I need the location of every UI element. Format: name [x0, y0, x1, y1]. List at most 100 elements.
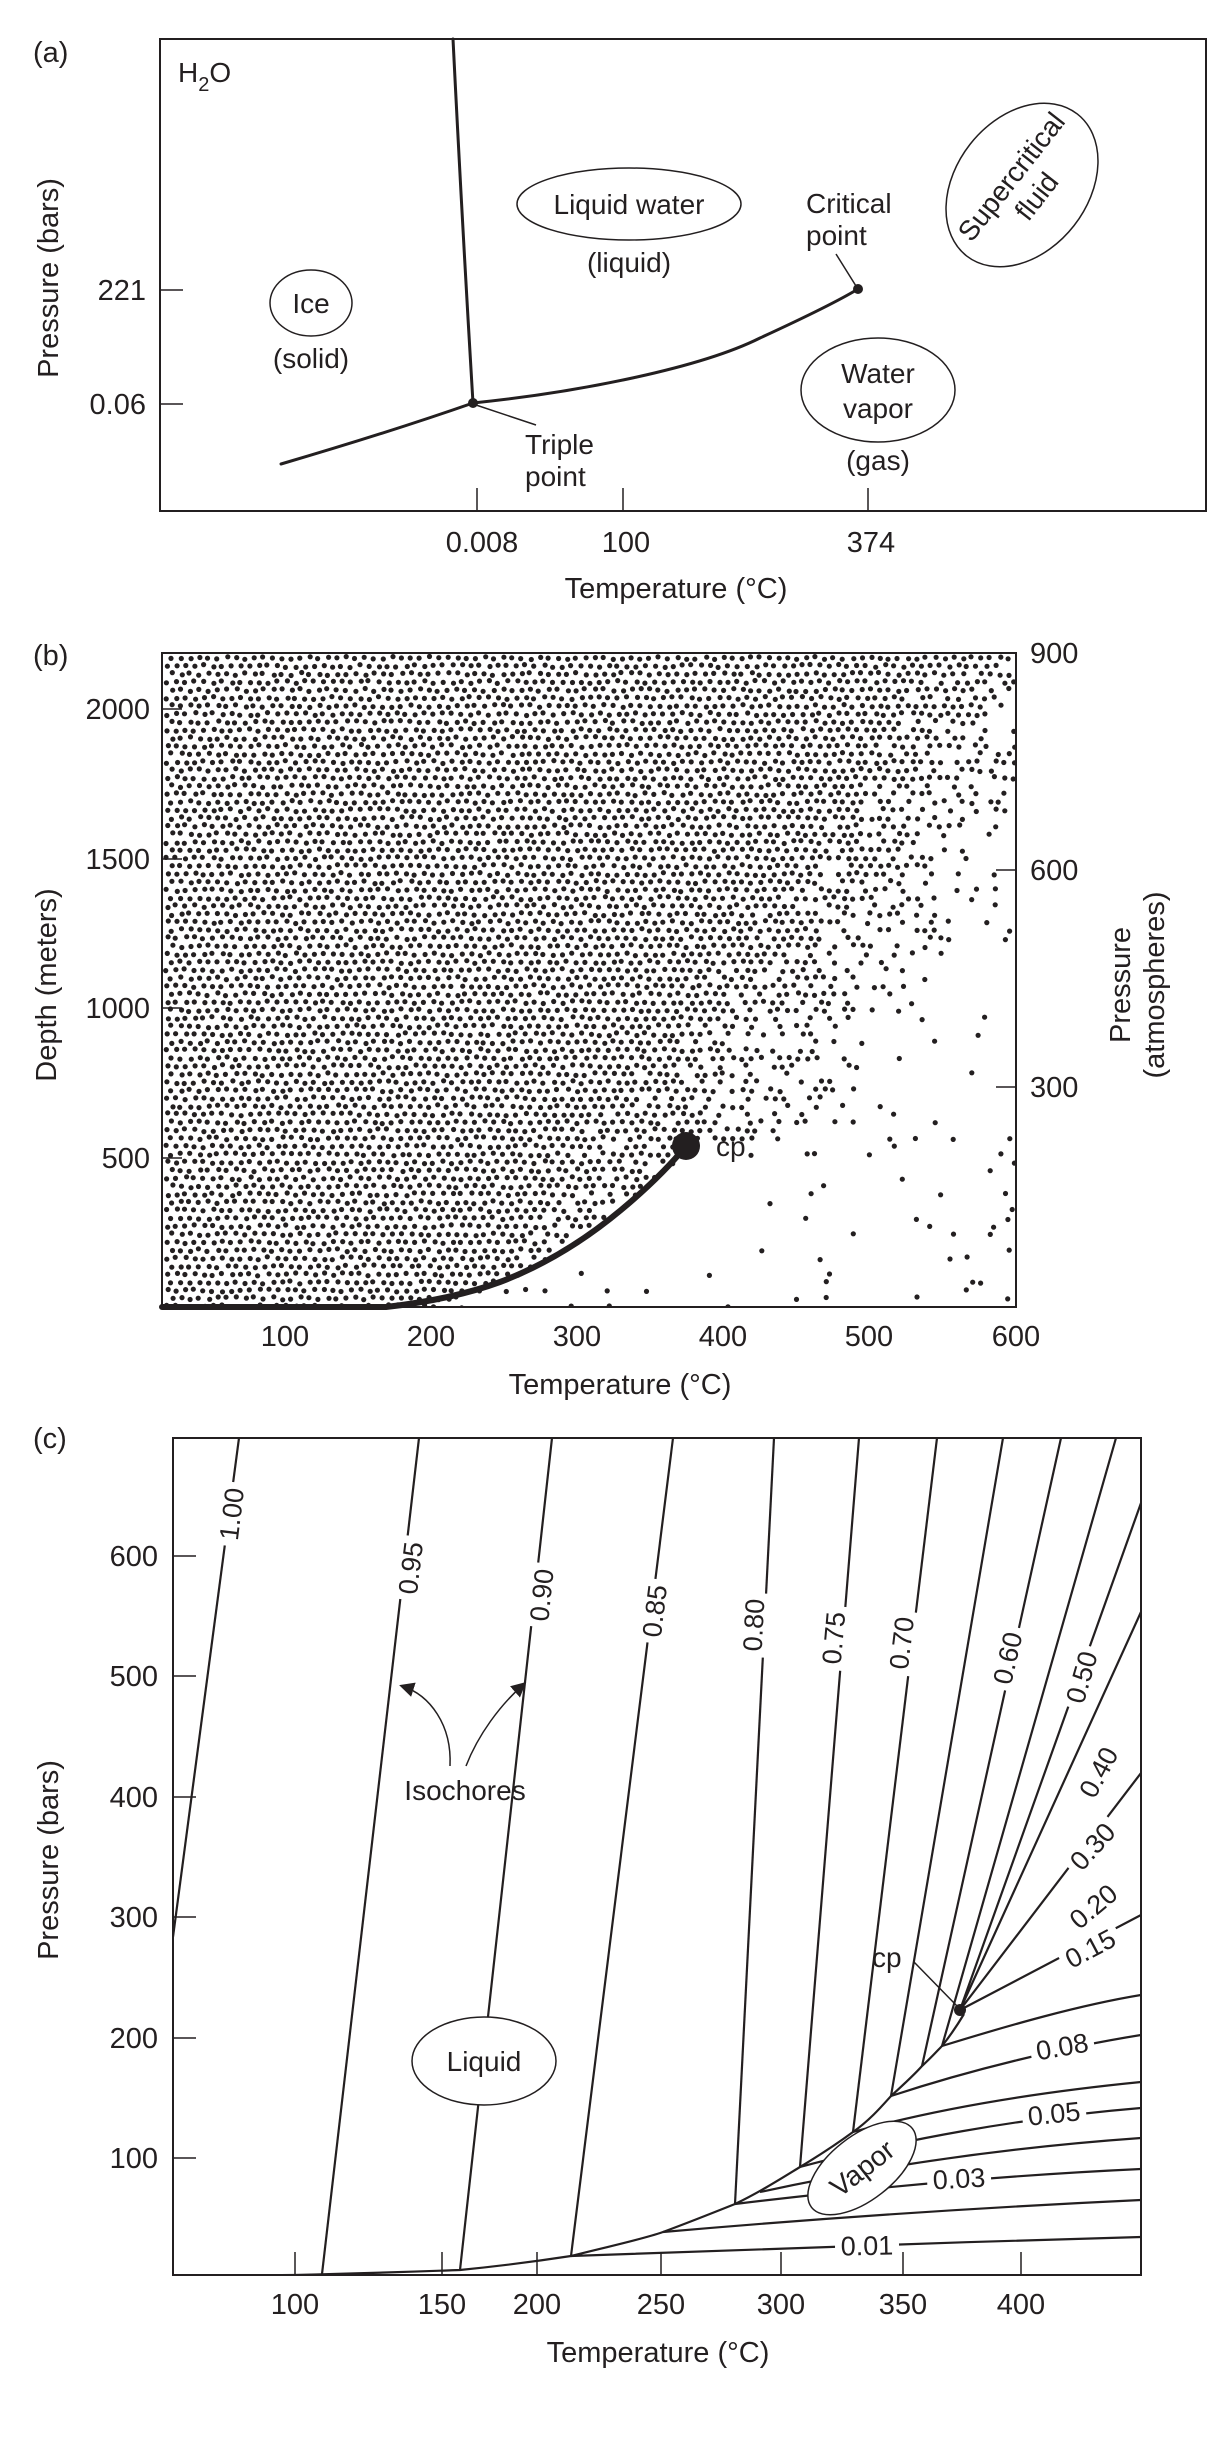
x-tick-label-0.008: 0.008 — [446, 527, 519, 559]
y-tick-label-200: 200 — [110, 2023, 158, 2055]
isochore-label-0.03: 0.03 — [932, 2163, 986, 2196]
vapor-ellipse-c — [807, 2120, 917, 2216]
isochore-label-0.08: 0.08 — [1034, 2028, 1091, 2067]
water-vapor-label-line1: Water — [841, 358, 915, 389]
isochore-label-0.80: 0.80 — [738, 1598, 771, 1652]
critical-point-label-line2: point — [806, 220, 867, 251]
x-tick-label-500: 500 — [845, 1321, 893, 1353]
x-tick-label-600: 600 — [992, 1321, 1040, 1353]
isochore-label-0.70: 0.70 — [884, 1615, 920, 1671]
panel-c-label: (c) — [33, 1423, 67, 1455]
isochore-0.04 — [759, 2136, 1141, 2194]
isochore-label-0.01: 0.01 — [840, 2231, 893, 2262]
y-tick-label-1000: 1000 — [85, 993, 150, 1025]
x-tick-label-400: 400 — [699, 1321, 747, 1353]
panel-b: (b) cp 2000 1500 1000 500 Depth (meters)… — [31, 638, 1171, 1401]
panel-b-x-axis-title: Temperature (°C) — [509, 1369, 732, 1401]
panel-c-y-axis-title: Pressure (bars) — [33, 1760, 65, 1960]
y-tick-label-221: 221 — [98, 275, 146, 307]
isochore-0.02 — [662, 2198, 1141, 2234]
x-tick-label-100: 100 — [602, 527, 650, 559]
cp-leader-c — [913, 1961, 958, 2007]
y-tick-label-1500: 1500 — [85, 844, 150, 876]
liquid-label-c: Liquid — [447, 2046, 522, 2077]
isochores-arrow-right — [465, 1682, 527, 1767]
y-right-tick-label-900: 900 — [1030, 638, 1078, 670]
solid-phase-label: (solid) — [273, 343, 349, 374]
melting-curve — [451, 37, 475, 405]
x-tick-label-300: 300 — [553, 1321, 601, 1353]
panel-a-label: (a) — [33, 37, 68, 69]
isochore-lines — [173, 1438, 1141, 2275]
isochores-arrow-left — [399, 1682, 451, 1767]
isochore-labels: 1.00 0.95 0.90 0.85 0.80 0.75 0.70 0.60 … — [213, 1480, 1127, 2262]
isochore-0.80 — [733, 1438, 776, 2205]
panel-a: (a) H2O 221 0.06 Pressure (bars) 0.008 1… — [33, 37, 1207, 605]
isochore-0.20 — [959, 1772, 1141, 2011]
triple-point-label-line2: point — [525, 461, 586, 492]
liquid-phase-label: (liquid) — [587, 247, 671, 278]
y-tick-label-2000: 2000 — [85, 694, 150, 726]
isochore-0.03 — [734, 2167, 1141, 2206]
x-tick-label-100: 100 — [271, 2289, 319, 2321]
isochore-label-1.00: 1.00 — [214, 1486, 250, 1542]
ice-ellipse — [269, 269, 353, 337]
critical-point-marker — [853, 284, 863, 294]
triple-point-leader — [475, 404, 537, 426]
cp-label-b: cp — [716, 1131, 746, 1162]
y-tick-label-600: 600 — [110, 1541, 158, 1573]
vapor-label-group: Vapor — [807, 2120, 917, 2216]
isochore-0.85 — [569, 1438, 675, 2257]
gas-phase-label: (gas) — [846, 445, 910, 476]
panel-a-frame — [159, 38, 1207, 512]
critical-point-leader — [835, 253, 857, 287]
x-tick-label-100: 100 — [261, 1321, 309, 1353]
x-tick-label-300: 300 — [757, 2289, 805, 2321]
sublimation-curve — [279, 401, 475, 466]
panel-b-label: (b) — [33, 640, 68, 672]
isochore-0.10 — [941, 1993, 1141, 2048]
critical-point-marker-c — [954, 2004, 966, 2016]
critical-point-marker-b — [672, 1132, 700, 1160]
panel-b-right-axis-title-line1: Pressure — [1105, 927, 1137, 1043]
critical-point-label-line1: Critical — [806, 188, 892, 219]
panel-b-frame — [161, 652, 1017, 1308]
panel-c-x-axis-title: Temperature (°C) — [547, 2337, 770, 2369]
isochore-0.40 — [958, 1502, 1141, 2011]
x-tick-label-200: 200 — [513, 2289, 561, 2321]
isochore-0.50 — [940, 1438, 1118, 2047]
isochore-label-0.95: 0.95 — [393, 1540, 429, 1596]
triple-point-marker — [468, 398, 478, 408]
liquid-ellipse-c — [411, 2016, 557, 2106]
isochore-label-0.05: 0.05 — [1026, 2096, 1081, 2131]
isochore-label-0.90: 0.90 — [524, 1567, 559, 1622]
x-tick-label-350: 350 — [879, 2289, 927, 2321]
y-right-tick-label-300: 300 — [1030, 1072, 1078, 1104]
triple-point-label-line1: Triple — [525, 429, 594, 460]
isochore-0.65 — [889, 1438, 1005, 2097]
x-tick-label-200: 200 — [407, 1321, 455, 1353]
x-tick-label-250: 250 — [637, 2289, 685, 2321]
x-tick-label-150: 150 — [418, 2289, 466, 2321]
supercritical-fluid-group: Supercritical fluid — [945, 102, 1099, 268]
isochore-0.08 — [890, 2033, 1141, 2098]
substance-label: H2O — [178, 57, 231, 96]
y-tick-label-500: 500 — [102, 1143, 150, 1175]
isochore-label-0.85: 0.85 — [637, 1583, 673, 1639]
y-tick-label-0.06: 0.06 — [90, 389, 146, 421]
vaporization-curve — [471, 287, 860, 405]
y-tick-label-100: 100 — [110, 2143, 158, 2175]
x-tick-label-374: 374 — [847, 527, 895, 559]
water-vapor-ellipse — [800, 337, 956, 443]
panel-a-x-axis-title: Temperature (°C) — [565, 573, 788, 605]
panel-b-y-axis-title: Depth (meters) — [31, 888, 63, 1081]
y-tick-label-400: 400 — [110, 1782, 158, 1814]
supercritical-ellipse — [945, 102, 1099, 268]
isochore-0.75 — [798, 1438, 861, 2168]
isochores-annotation: Isochores — [404, 1775, 525, 1806]
isochore-0.70 — [851, 1438, 939, 2133]
y-right-tick-label-600: 600 — [1030, 855, 1078, 887]
boiling-curve — [159, 1143, 689, 1310]
y-tick-label-500: 500 — [110, 1661, 158, 1693]
isochore-label-0.50: 0.50 — [1060, 1648, 1103, 1707]
